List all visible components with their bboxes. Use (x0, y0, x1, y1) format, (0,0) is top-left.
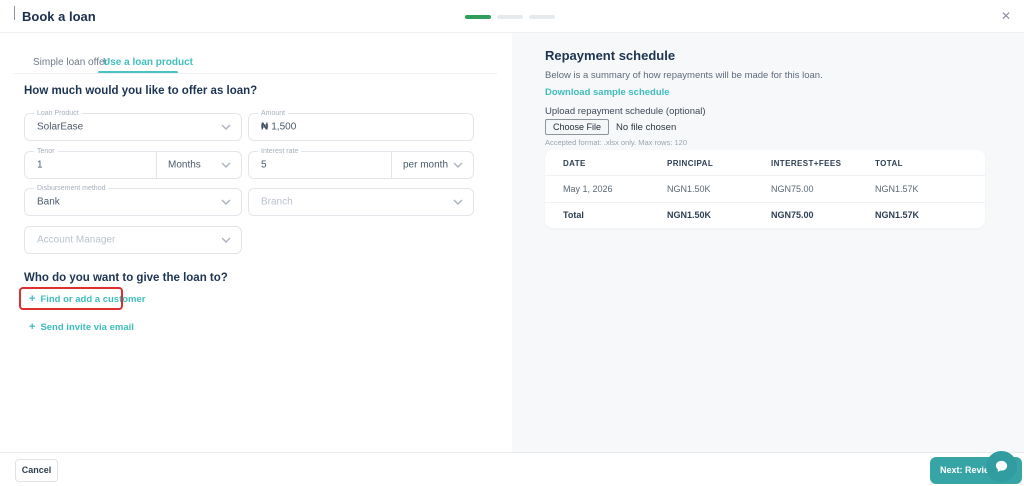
total-principal: NGN1.50K (667, 210, 712, 220)
amount-value: ₦ 1,500 (261, 121, 297, 133)
total-label: Total (563, 210, 584, 220)
amount-label: Amount (258, 109, 289, 118)
modal-header: Book a loan ✕ (0, 0, 1024, 33)
interest-rate-value: 5 (261, 159, 267, 171)
table-separator (545, 175, 985, 176)
chevron-down-icon (221, 124, 231, 130)
loan-product-select[interactable]: Loan Product SolarEase (24, 109, 242, 141)
branch-select[interactable]: Branch (248, 188, 474, 216)
loan-product-label: Loan Product (34, 109, 82, 118)
progress-steps (465, 15, 555, 19)
caret-mark (14, 6, 15, 20)
field-divider (391, 152, 392, 178)
disbursement-method-select[interactable]: Disbursement method Bank (24, 184, 242, 216)
progress-step-3 (529, 15, 555, 19)
chevron-down-icon (221, 237, 231, 243)
cell-interest-fees: NGN75.00 (771, 184, 814, 194)
progress-step-2 (497, 15, 523, 19)
loan-product-value: SolarEase (37, 121, 84, 133)
file-format-helper: Accepted format: .xlsx only. Max rows: 1… (545, 138, 687, 147)
file-upload-input: Choose File No file chosen (545, 119, 676, 135)
page-title: Book a loan (22, 9, 96, 24)
modal-footer: Cancel Next: Review of (0, 452, 1024, 486)
disbursement-method-label: Disbursement method (34, 184, 109, 193)
disbursement-method-value: Bank (37, 196, 60, 208)
active-tab-underline (98, 71, 178, 74)
chevron-down-icon (221, 162, 231, 168)
col-date: DATE (563, 159, 586, 168)
interest-rate-label: Interest rate (258, 147, 302, 156)
table-separator (545, 202, 985, 203)
col-total: TOTAL (875, 159, 903, 168)
loan-form-panel: Simple loan offer Use a loan product How… (0, 33, 512, 452)
chat-launcher-button[interactable] (986, 451, 1017, 482)
choose-file-button[interactable]: Choose File (545, 119, 610, 135)
account-manager-select[interactable]: Account Manager (24, 226, 242, 254)
repayment-schedule-table: DATE PRINCIPAL INTEREST+FEES TOTAL May 1… (545, 150, 985, 228)
chevron-down-icon (453, 162, 463, 168)
naira-symbol: ₦ (261, 121, 269, 133)
field-divider (156, 152, 157, 178)
file-status-text: No file chosen (616, 121, 677, 133)
tenor-value: 1 (37, 159, 43, 171)
tenor-field-group[interactable]: Tenor 1 Months (24, 147, 242, 179)
tenor-label: Tenor (34, 147, 58, 156)
cell-date: May 1, 2026 (563, 184, 613, 194)
repayment-schedule-panel: Repayment schedule Below is a summary of… (512, 33, 1024, 452)
download-sample-schedule-link[interactable]: Download sample schedule (545, 87, 670, 98)
col-principal: PRINCIPAL (667, 159, 714, 168)
branch-placeholder: Branch (261, 196, 293, 208)
amount-field[interactable]: Amount ₦ 1,500 (248, 109, 474, 141)
cell-principal: NGN1.50K (667, 184, 711, 194)
upload-schedule-label: Upload repayment schedule (optional) (545, 106, 706, 117)
col-interest-fees: INTEREST+FEES (771, 159, 842, 168)
cell-total: NGN1.57K (875, 184, 919, 194)
chat-bubble-icon (995, 460, 1008, 472)
total-total: NGN1.57K (875, 210, 920, 220)
chevron-down-icon (453, 199, 463, 205)
plus-icon: + (29, 293, 36, 305)
cancel-button[interactable]: Cancel (15, 459, 58, 482)
loan-amount-heading: How much would you like to offer as loan… (24, 85, 258, 97)
account-manager-placeholder: Account Manager (37, 234, 116, 246)
interest-rate-field-group[interactable]: Interest rate 5 per month (248, 147, 474, 179)
tenor-unit-value: Months (168, 159, 201, 171)
total-interest-fees: NGN75.00 (771, 210, 814, 220)
tab-simple-loan-offer[interactable]: Simple loan offer (33, 57, 108, 68)
plus-icon: + (29, 321, 36, 333)
repayment-schedule-subtitle: Below is a summary of how repayments wil… (545, 70, 823, 81)
interest-period-value: per month (403, 159, 449, 171)
close-icon[interactable]: ✕ (1000, 9, 1011, 23)
tab-use-a-loan-product[interactable]: Use a loan product (103, 57, 194, 68)
find-or-add-customer-link[interactable]: + Find or add a customer (29, 293, 146, 305)
repayment-schedule-heading: Repayment schedule (545, 48, 676, 63)
progress-step-1 (465, 15, 491, 19)
tabs-divider (14, 73, 497, 74)
customer-section-heading: Who do you want to give the loan to? (24, 272, 228, 284)
send-invite-via-email-link[interactable]: + Send invite via email (29, 321, 134, 333)
chevron-down-icon (221, 199, 231, 205)
